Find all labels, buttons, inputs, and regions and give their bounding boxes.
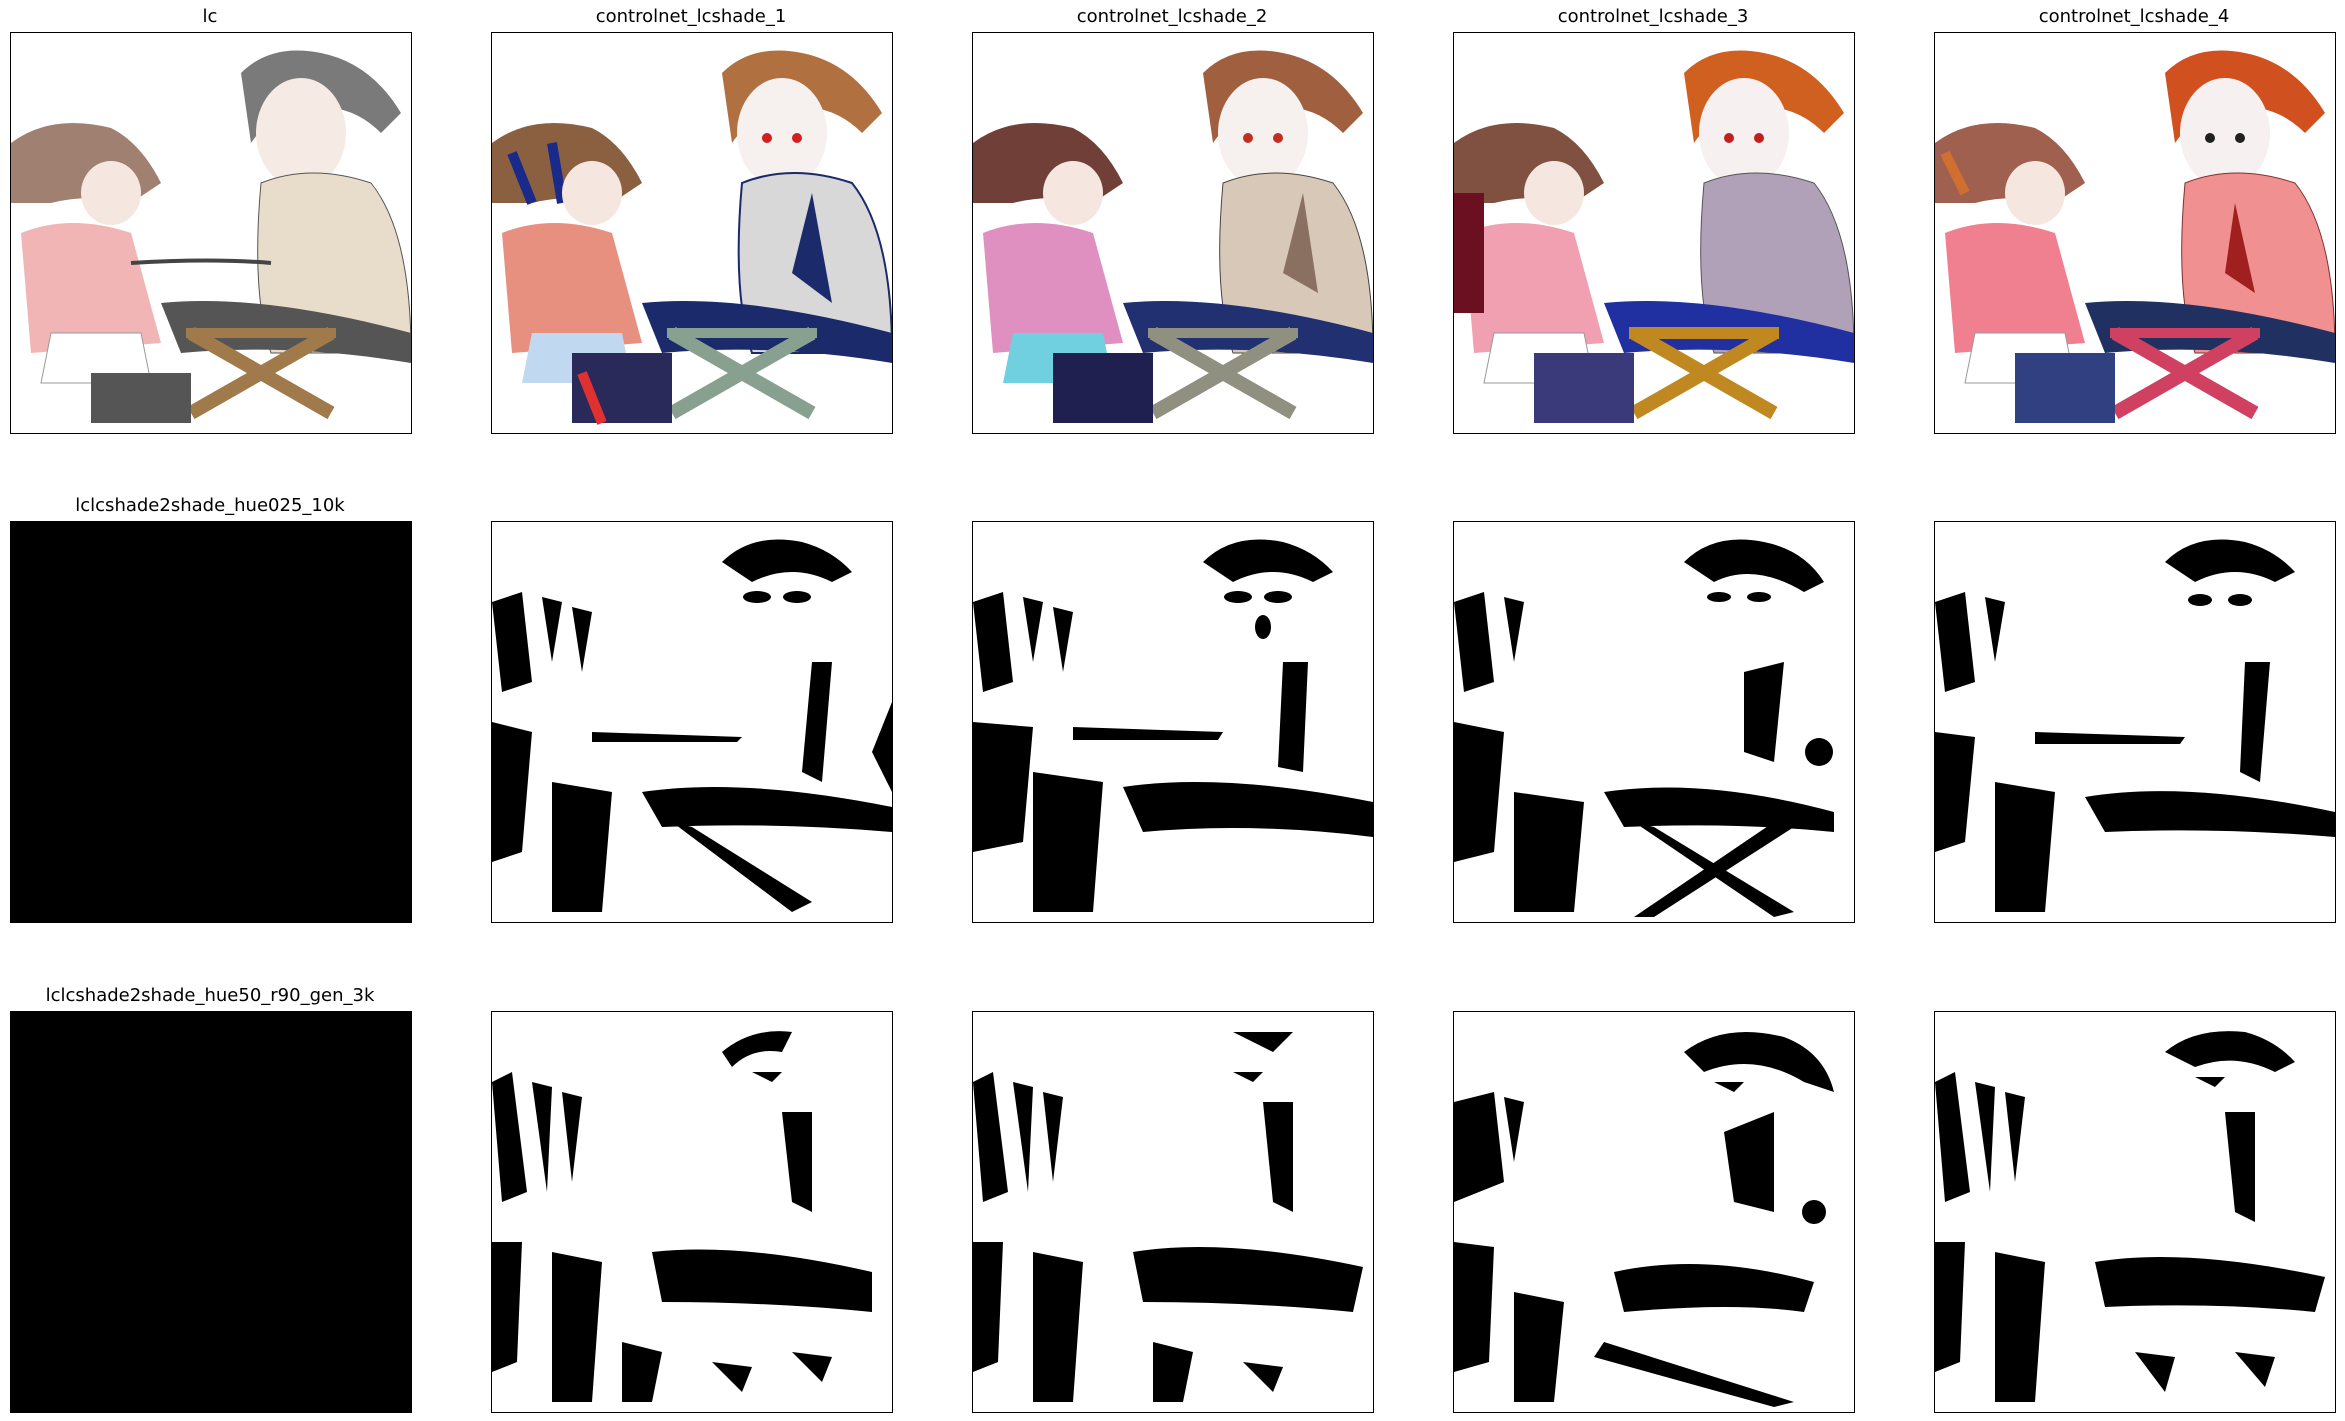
image-panel-controlnet-lcshade-2 <box>972 32 1374 434</box>
column-title-1: lc <box>202 6 218 27</box>
image-panel-row3-col4 <box>1453 1011 1855 1413</box>
image-panel-controlnet-lcshade-1 <box>491 32 893 434</box>
illustration-controlnet-lcshade-3 <box>1454 33 1854 433</box>
image-panel-lc <box>10 32 412 434</box>
illustration-lc <box>11 33 411 433</box>
column-title-5: controlnet_lcshade_4 <box>2038 6 2230 27</box>
image-panel-row3-col1 <box>10 1011 412 1413</box>
shade-map-row3-col3 <box>973 1012 1373 1412</box>
image-panel-row2-col3 <box>972 521 1374 923</box>
row-title-3: lclcshade2shade_hue50_r90_gen_3k <box>45 985 375 1006</box>
image-panel-row3-col3 <box>972 1011 1374 1413</box>
image-panel-controlnet-lcshade-4 <box>1934 32 2336 434</box>
image-panel-controlnet-lcshade-3 <box>1453 32 1855 434</box>
image-panel-row3-col2 <box>491 1011 893 1413</box>
image-panel-row2-col5 <box>1934 521 2336 923</box>
shade-map-row2-col3 <box>973 522 1373 922</box>
image-panel-row2-col2 <box>491 521 893 923</box>
image-panel-row2-col4 <box>1453 521 1855 923</box>
image-panel-row3-col5 <box>1934 1011 2336 1413</box>
column-title-4: controlnet_lcshade_3 <box>1557 6 1749 27</box>
illustration-controlnet-lcshade-4 <box>1935 33 2335 433</box>
row-title-2: lclcshade2shade_hue025_10k <box>75 495 345 516</box>
column-title-2: controlnet_lcshade_1 <box>595 6 787 27</box>
column-title-3: controlnet_lcshade_2 <box>1076 6 1268 27</box>
shade-map-row2-col4 <box>1454 522 1854 922</box>
illustration-controlnet-lcshade-1 <box>492 33 892 433</box>
shade-map-row3-col2 <box>492 1012 892 1412</box>
shade-map-row2-col5 <box>1935 522 2335 922</box>
shade-map-row2-col2 <box>492 522 892 922</box>
image-panel-row2-col1 <box>10 521 412 923</box>
illustration-controlnet-lcshade-2 <box>973 33 1373 433</box>
shade-map-row3-col4 <box>1454 1012 1854 1412</box>
shade-map-row3-col5 <box>1935 1012 2335 1412</box>
